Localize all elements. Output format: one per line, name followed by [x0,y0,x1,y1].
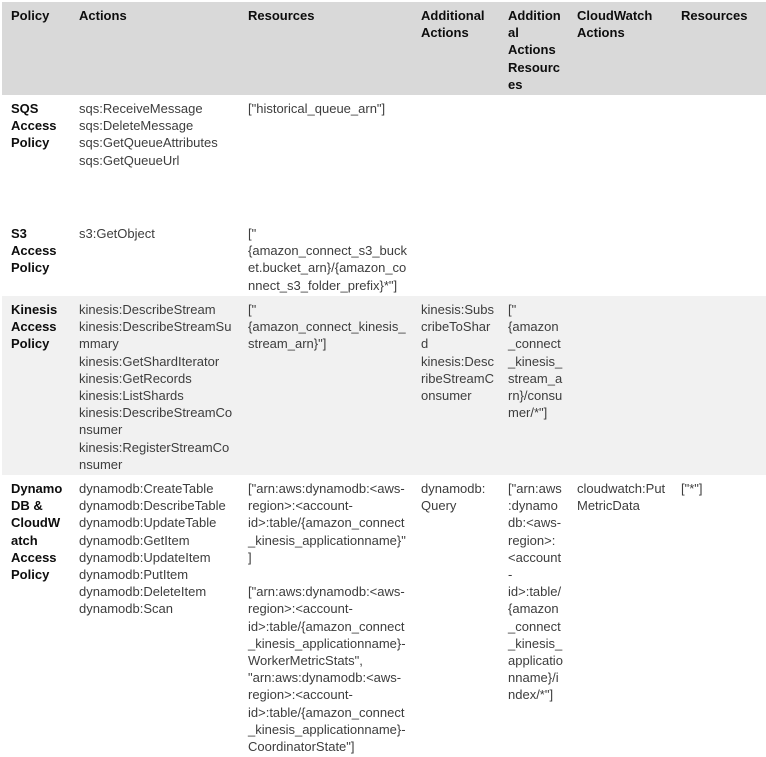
table-row-s3-access-policy: S3 Access Policy s3:GetObject ["{amazon_… [2,220,766,297]
cloudwatch-actions-cell [570,95,674,220]
additional-actions-cell [414,95,501,220]
header-cell-resources: Resources [248,8,315,23]
cloudwatch-resources-cell: ["*"] [681,481,703,497]
policy-name: Kinesis Access Policy [11,302,61,352]
cloudwatch-resources-cell [674,220,766,296]
cloudwatch-actions-cell [570,220,674,296]
resources-cell: ["{amazon_connect_kinesis_stream_arn}"] [248,302,406,352]
table-row-sqs-access-policy: SQS Access Policy sqs:ReceiveMessage sqs… [2,95,766,221]
policy-name: SQS Access Policy [11,101,61,151]
actions-cell: sqs:ReceiveMessage sqs:DeleteMessage sqs… [79,101,218,168]
cloudwatch-actions-cell: cloudwatch:PutMetricData [577,481,666,514]
policy-name: DynamoDB & CloudWatch Access Policy [11,481,63,583]
header-cell-policy: Policy [11,8,50,23]
additional-actions-resources-cell [501,220,570,296]
header-cell-additional-actions-resources: Additional Actions Resources [508,8,561,92]
cloudwatch-actions-cell [570,296,674,475]
additional-actions-resources-cell: ["arn:aws:dynamodb:<aws-region>:<account… [508,481,563,703]
table-row-kinesis-access-policy: Kinesis Access Policy kinesis:DescribeSt… [2,296,766,476]
header-cell-actions: Actions [79,8,127,23]
resources-cell: ["historical_queue_arn"] [248,101,386,117]
additional-actions-resources-cell [501,95,570,220]
resources-cell: ["{amazon_connect_s3_bucket.bucket_arn}/… [248,226,408,293]
resources-cell: ["arn:aws:dynamodb:<aws-region>:<account… [248,481,406,755]
cloudwatch-resources-cell [674,95,766,220]
actions-cell: s3:GetObject [79,226,155,242]
additional-actions-cell: kinesis:SubscribeToShard kinesis:Describ… [421,302,494,404]
additional-actions-cell: dynamodb:Query [421,481,486,514]
additional-actions-resources-cell: ["{amazon_connect_kinesis_stream_arn}/co… [508,302,563,421]
additional-actions-cell [414,220,501,296]
table-row-dynamodb-cloudwatch-access-policy: DynamoDB & CloudWatch Access Policy dyna… [2,475,766,757]
actions-cell: kinesis:DescribeStream kinesis:DescribeS… [79,302,233,472]
header-cell-cloudwatch-resources: Resources [681,8,748,23]
header-cell-cloudwatch-actions: CloudWatch Actions [577,8,656,41]
actions-cell: dynamodb:CreateTable dynamodb:DescribeTa… [79,481,226,617]
table-header-row: Policy Actions Resources Additional Acti… [2,2,766,96]
header-cell-additional-actions: Additional Actions [421,8,488,41]
cloudwatch-resources-cell [674,296,766,475]
policy-name: S3 Access Policy [11,226,61,276]
